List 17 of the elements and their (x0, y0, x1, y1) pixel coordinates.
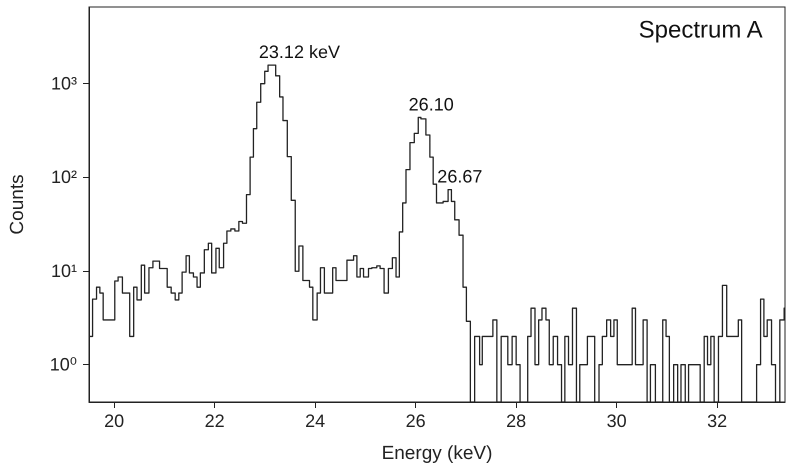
annotation: Spectrum A (638, 16, 763, 44)
y-tick-label: 10² (50, 167, 78, 188)
y-axis-title: Counts (7, 174, 28, 235)
x-tick-label: 30 (606, 411, 627, 431)
x-tick-label: 32 (707, 411, 728, 431)
y-tick-label: 10⁰ (50, 354, 77, 375)
x-tick-label: 26 (406, 411, 426, 431)
x-tick-label: 22 (204, 411, 225, 431)
x-axis-title: Energy (keV) (382, 443, 492, 464)
y-tick-label: 10¹ (50, 260, 78, 281)
x-tick-label: 24 (305, 411, 326, 431)
x-tick-label: 20 (104, 411, 124, 431)
y-tick-label: 10³ (50, 73, 78, 94)
annotation: 26.10 (408, 94, 454, 114)
annotation: 26.67 (437, 166, 482, 187)
x-tick-label: 28 (506, 411, 526, 431)
annotation: 23.12 keV (258, 42, 340, 62)
